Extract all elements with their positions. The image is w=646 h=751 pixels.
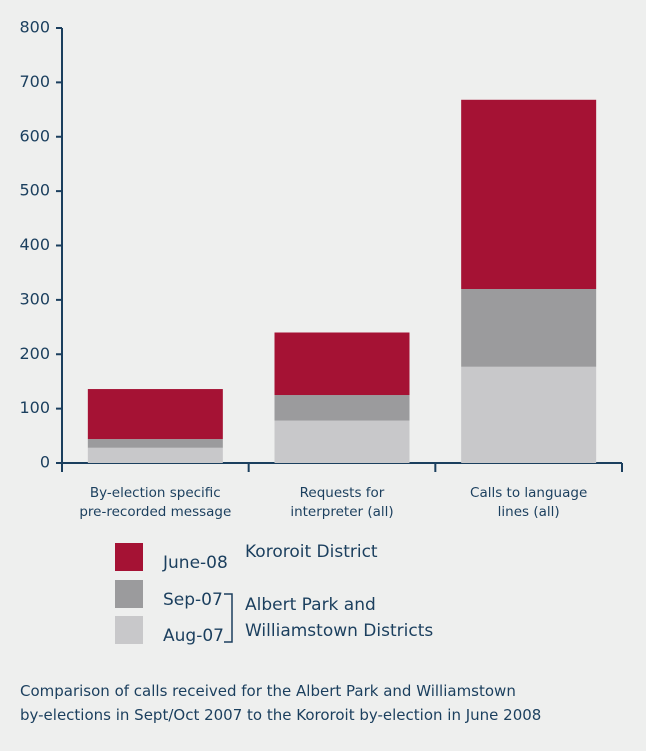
bar-segment (87, 447, 223, 463)
legend-label: June-08 (162, 553, 228, 573)
legend-label: Sep-07 (163, 590, 223, 610)
bar-segment (461, 289, 597, 367)
bar-segment (87, 439, 223, 448)
legend-swatch (115, 580, 143, 608)
x-tick-label: By-election specific pre-recorded messag… (79, 485, 232, 520)
bar-segment (274, 395, 410, 421)
bar-segment (461, 99, 597, 290)
y-tick-label: 600 (19, 126, 50, 145)
y-tick-label: 0 (40, 453, 50, 472)
y-tick-label: 100 (19, 398, 50, 417)
x-tick-label: Requests for interpreter (all) (290, 485, 394, 520)
bar-segment (87, 389, 223, 440)
y-tick-label: 200 (19, 344, 50, 363)
legend-swatch (115, 616, 143, 644)
bar-segment (274, 332, 410, 396)
legend-bracket (224, 593, 233, 643)
legend-swatch (115, 543, 143, 571)
y-tick-label: 500 (19, 181, 50, 200)
x-tick-label: Calls to language lines (all) (470, 485, 588, 520)
annotation: Kororoit District (245, 542, 378, 562)
y-tick-label: 300 (19, 289, 50, 308)
annotation: Albert Park and Williamstown Districts (245, 595, 434, 641)
y-tick-label: 400 (19, 235, 50, 254)
y-tick-label: 700 (19, 72, 50, 91)
legend-label: Aug-07 (163, 626, 224, 646)
y-tick-label: 800 (19, 18, 50, 37)
bar-segment (461, 366, 597, 463)
bar-segment (274, 420, 410, 463)
caption: Comparison of calls received for the Alb… (20, 682, 542, 724)
